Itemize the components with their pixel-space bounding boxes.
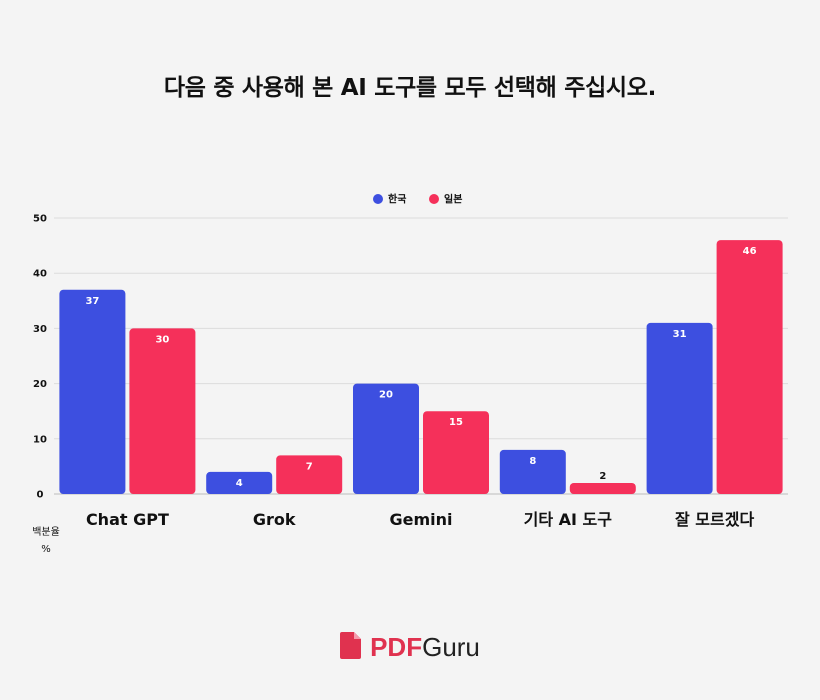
legend-label: 일본 — [444, 193, 462, 206]
x-tick-label: Grok — [253, 510, 296, 529]
legend-label: 한국 — [388, 194, 406, 206]
bar-value-label: 30 — [155, 334, 169, 345]
bar-value-label: 8 — [529, 456, 536, 467]
y-tick-label: 50 — [33, 214, 47, 225]
bar-value-label: 46 — [743, 246, 757, 257]
y-tick-label: 20 — [33, 379, 47, 390]
bar-value-label: 4 — [236, 478, 243, 489]
pdf-file-icon — [340, 632, 362, 663]
bar-value-label: 37 — [85, 296, 99, 307]
bar — [206, 471, 273, 494]
legend-swatch — [373, 194, 383, 204]
bar — [353, 383, 419, 494]
x-tick-label: 기타 AI 도구 — [524, 510, 613, 529]
bar-value-label: 31 — [673, 329, 687, 340]
legend: 한국 일본 — [373, 193, 462, 206]
bar-chart: 0 10 20 30 40 50 37 30 4 7 20 15 8 2 31 46 Chat GPT Gro… — [32, 193, 788, 555]
legend-swatch — [429, 194, 439, 204]
bar-value-label: 7 — [306, 461, 313, 472]
bar-value-label: 15 — [449, 417, 463, 428]
bar — [646, 322, 713, 494]
bar — [716, 240, 783, 494]
y-tick-label: 0 — [37, 490, 44, 501]
brand-logo: PDFGuru — [0, 632, 820, 663]
y-axis-ticks: 0 10 20 30 40 50 — [33, 214, 47, 501]
y-tick-label: 40 — [33, 269, 47, 280]
bar — [423, 411, 489, 494]
bar-value-label: 2 — [599, 471, 606, 482]
bar-value-label: 20 — [379, 390, 393, 401]
y-axis-label-unit: % — [41, 544, 51, 555]
brand-pdf-text: PDF — [370, 632, 423, 662]
bar — [59, 289, 126, 494]
chart-title: 다음 중 사용해 본 AI 도구를 모두 선택해 주십시오. — [163, 75, 657, 101]
y-tick-label: 10 — [33, 434, 47, 445]
x-tick-label: Chat GPT — [86, 510, 169, 529]
bar — [276, 455, 343, 494]
y-axis-label: 백분율 — [32, 526, 60, 538]
x-axis-ticks: Chat GPT Grok Gemini 기타 AI 도구 잘 모르겠다 — [86, 510, 755, 529]
bars: 37 30 4 7 20 15 8 2 31 46 — [59, 240, 783, 494]
y-tick-label: 30 — [33, 324, 47, 335]
x-tick-label: 잘 모르겠다 — [675, 510, 754, 529]
bar — [499, 449, 566, 494]
brand-guru-text: Guru — [422, 632, 480, 662]
bar — [569, 482, 636, 494]
bar — [129, 328, 196, 494]
x-tick-label: Gemini — [389, 510, 452, 529]
